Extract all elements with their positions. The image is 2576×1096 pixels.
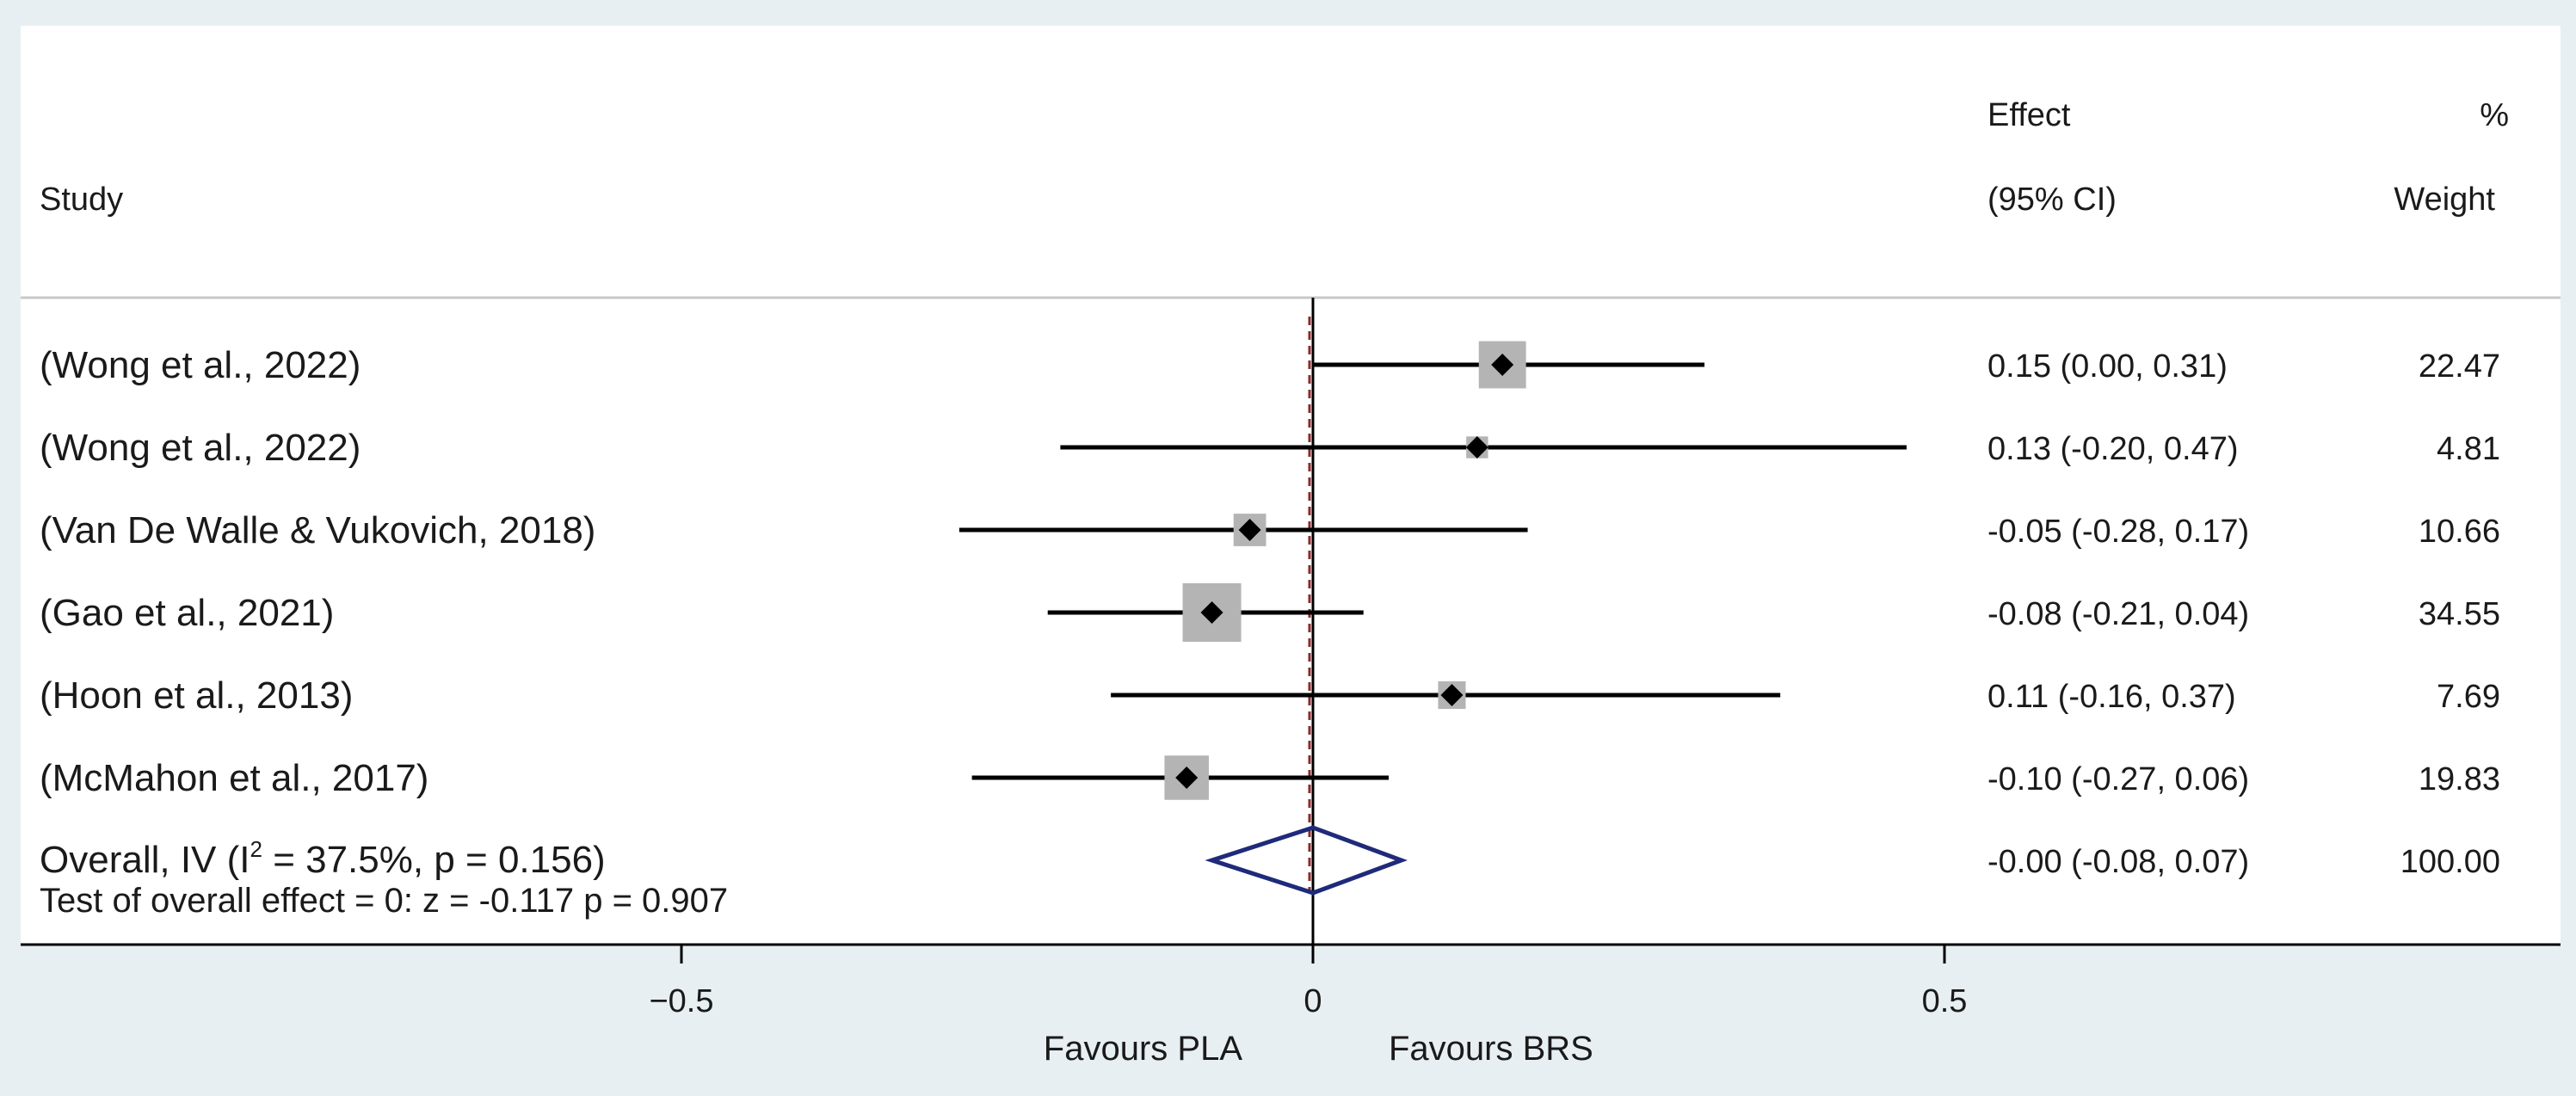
study-label: (Hoon et al., 2013) [40,674,353,717]
effect-ci-text: 0.13 (-0.20, 0.47) [1987,431,2239,467]
effect-ci-text: -0.05 (-0.28, 0.17) [1987,514,2249,550]
effect-ci-text: -0.10 (-0.27, 0.06) [1987,761,2249,797]
effect-ci-text: -0.08 (-0.21, 0.04) [1987,596,2249,632]
effect-ci-text: 0.11 (-0.16, 0.37) [1987,679,2236,715]
weight-text: 22.47 [2419,348,2500,385]
overall-label: Overall, IV (I2 = 37.5%, p = 0.156) [40,836,606,881]
study-label: (McMahon et al., 2017) [40,757,428,799]
header-effect-2: (95% CI) [1987,182,2117,218]
effect-ci-text: 0.15 (0.00, 0.31) [1987,348,2228,385]
header-study: Study [40,182,123,218]
overall-effect-text: -0.00 (-0.08, 0.07) [1987,844,2249,880]
study-label: (Van De Walle & Vukovich, 2018) [40,509,595,551]
study-row: (Van De Walle & Vukovich, 2018) -0.05 (-0… [40,509,2500,551]
x-axis: −0.5 0 0.5 Favours PLA Favours BRS [649,945,1967,1068]
point-estimate-marker [1175,767,1199,789]
point-estimate-marker [1440,684,1464,706]
header-effect-1: Effect [1987,97,2071,133]
study-row: (Gao et al., 2021) -0.08 (-0.21, 0.04) 34.… [40,583,2500,642]
study-row: (McMahon et al., 2017) -0.10 (-0.27, 0.06… [40,755,2500,800]
weight-text: 4.81 [2437,431,2500,467]
point-estimate-marker [1491,354,1514,376]
x-tick-label: 0 [1303,983,1322,1019]
overall-label-superscript: 2 [250,836,262,862]
weight-text: 10.66 [2419,514,2500,550]
plot-panel [21,26,2561,945]
point-estimate-marker [1200,601,1223,624]
favours-right-label: Favours BRS [1389,1030,1593,1068]
study-label: (Gao et al., 2021) [40,592,334,634]
weight-text: 34.55 [2419,596,2500,632]
overall-diamond [1205,825,1408,896]
overall-test-text: Test of overall effect = 0: z = -0.117 p… [40,882,728,920]
header-weight-1: % [2480,97,2509,133]
point-estimate-marker [1238,519,1261,541]
x-tick-label: −0.5 [649,983,713,1019]
study-row: (Wong et al., 2022) 0.15 (0.00, 0.31) 22.4… [40,341,2500,389]
overall-label-suffix: = 37.5%, p = 0.156) [262,839,606,881]
study-label: (Wong et al., 2022) [40,344,361,386]
overall-weight-text: 100.00 [2400,844,2500,880]
weight-text: 19.83 [2419,761,2500,797]
study-label: (Wong et al., 2022) [40,427,361,469]
x-tick-label: 0.5 [1922,983,1968,1019]
study-row: (Wong et al., 2022) 0.13 (-0.20, 0.47) 4.8… [40,427,2500,469]
study-rows: (Wong et al., 2022) 0.15 (0.00, 0.31) 22.4… [40,298,2500,945]
overall-group: Overall, IV (I2 = 37.5%, p = 0.156)Test … [40,825,2500,920]
weight-text: 7.69 [2437,679,2500,715]
study-row: (Hoon et al., 2013) 0.11 (-0.16, 0.37) 7.6… [40,674,2500,717]
overall-label-prefix: Overall, IV (I [40,839,250,881]
header-weight-2: Weight [2394,182,2495,218]
point-estimate-marker [1465,436,1488,459]
favours-left-label: Favours PLA [1044,1030,1243,1068]
